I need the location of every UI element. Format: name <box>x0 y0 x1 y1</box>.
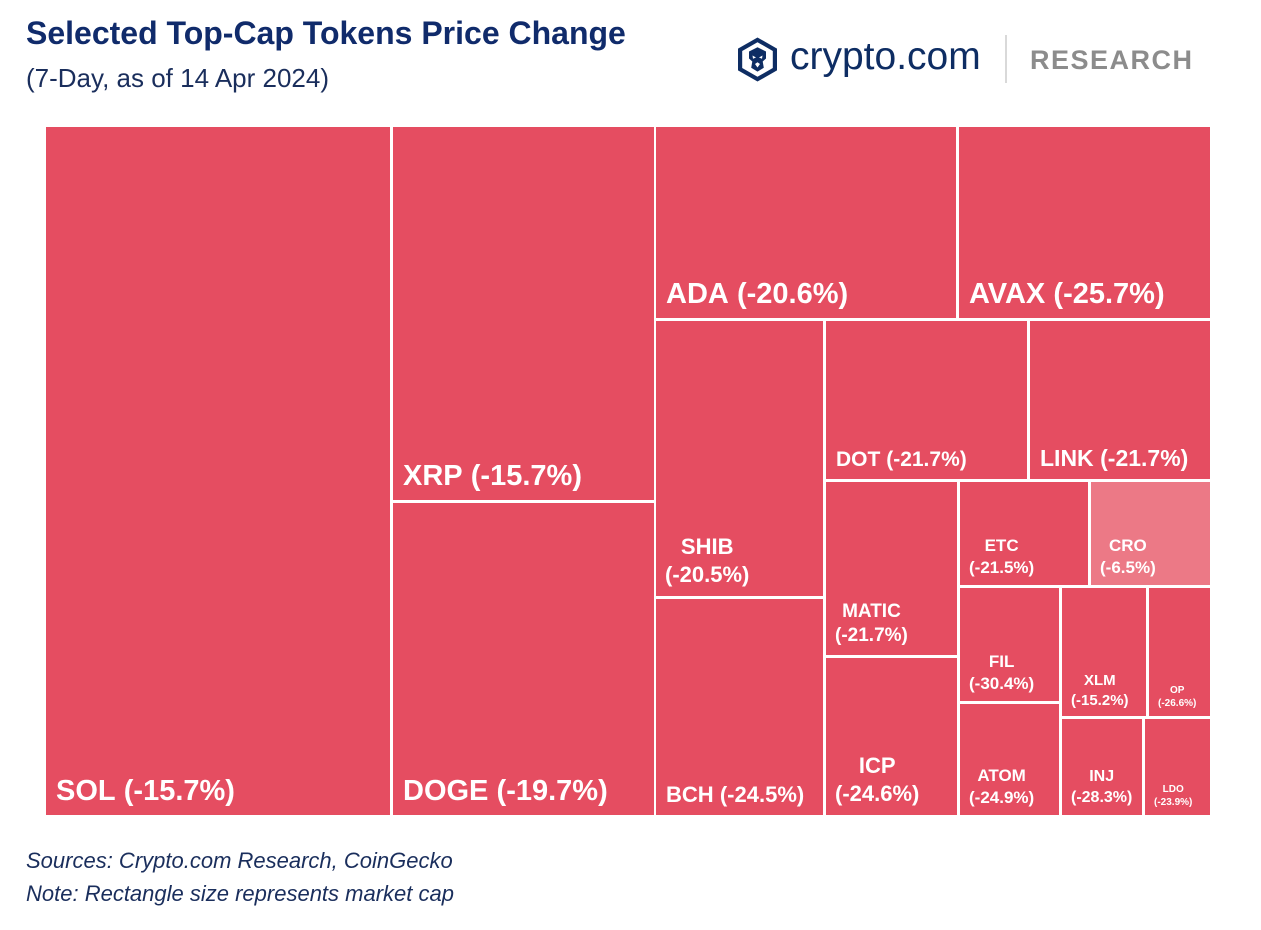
tile-label: OP-26.6 <box>1158 684 1196 710</box>
brand-division: RESEARCH <box>1030 45 1194 75</box>
tile-op: OP-26.6 <box>1149 588 1210 716</box>
tile-ada: ADA-20.6 <box>656 127 956 318</box>
tile-label: XRP-15.7 <box>403 460 582 492</box>
tile-cro: CRO-6.5 <box>1091 482 1210 585</box>
tile-label: FIL-30.4 <box>969 651 1034 695</box>
tile-label: MATIC-21.7 <box>835 600 908 649</box>
tile-symbol: SOL <box>56 775 116 807</box>
tile-symbol: SHIB <box>680 533 734 559</box>
brand-name: crypto.com <box>790 35 981 78</box>
tile-label: LINK-21.7 <box>1040 445 1188 471</box>
tile-inj: INJ -28.3 <box>1062 719 1142 815</box>
tile-price-change: -21.7 <box>1100 445 1188 471</box>
tile-price-change: -20.5 <box>665 561 749 590</box>
tile-price-change: -30.4 <box>969 673 1034 695</box>
tile-price-change: -24.5 <box>720 782 804 807</box>
tile-price-change: -19.7 <box>497 775 608 807</box>
tile-price-change: -6.5 <box>1100 557 1156 579</box>
crypto-com-lion-logo-icon <box>738 37 777 82</box>
tile-label: DOT-21.7 <box>836 448 967 471</box>
chart-title: Selected Top-Cap Tokens Price Change <box>26 15 626 51</box>
tile-symbol: ATOM <box>977 765 1026 785</box>
treemap: SOL-15.7XRP-15.7DOGE-19.7ADA-20.6AVAX-25… <box>46 127 1210 815</box>
tile-price-change: -15.7 <box>124 775 235 807</box>
tile-price-change: -26.6 <box>1158 697 1196 710</box>
tile-label: ADA-20.6 <box>666 278 848 310</box>
tile-label: ICP-24.6 <box>835 752 919 809</box>
tile-bch: BCH-24.5 <box>656 599 823 815</box>
tile-symbol: DOT <box>836 448 881 471</box>
tile-symbol: DOGE <box>403 775 489 807</box>
tile-symbol: LDO <box>1162 784 1184 795</box>
footer-sources: Sources: Crypto.com Research, CoinGecko <box>26 848 453 873</box>
tile-shib: SHIB-20.5 <box>656 321 823 596</box>
tile-label: SHIB-20.5 <box>665 533 749 590</box>
tile-label: AVAX-25.7 <box>969 278 1165 310</box>
tile-symbol: INJ <box>1089 768 1115 786</box>
tile-xrp: XRP-15.7 <box>393 127 654 500</box>
tile-ldo: LDO-23.9 <box>1145 719 1210 815</box>
tile-label: BCH-24.5 <box>666 782 804 807</box>
tile-price-change: -20.6 <box>737 278 848 310</box>
tile-sol: SOL-15.7 <box>46 127 390 815</box>
chart-subtitle: (7-Day, as of 14 Apr 2024) <box>26 63 330 93</box>
tile-symbol: AVAX <box>969 278 1046 310</box>
tile-doge: DOGE-19.7 <box>393 503 654 815</box>
tile-symbol: XLM <box>1083 672 1116 689</box>
tile-price-change: -23.9 <box>1154 796 1192 809</box>
brand-divider <box>1005 35 1007 83</box>
tile-label: ATOM-24.9 <box>969 765 1034 809</box>
tile-matic: MATIC-21.7 <box>826 482 957 655</box>
tile-etc: ETC-21.5 <box>960 482 1088 585</box>
tile-fil: FIL-30.4 <box>960 588 1059 701</box>
tile-symbol: ADA <box>666 278 729 310</box>
tile-price-change: -21.7 <box>835 624 908 649</box>
tile-label: XLM -15.2 <box>1071 671 1129 710</box>
tile-symbol: MATIC <box>842 600 901 622</box>
tile-symbol: ETC <box>984 535 1019 555</box>
tile-label: CRO-6.5 <box>1100 535 1156 579</box>
tile-price-change: -25.7 <box>1053 278 1164 310</box>
tile-icp: ICP-24.6 <box>826 658 957 815</box>
tile-price-change: -21.7 <box>886 448 967 471</box>
tile-price-change: -24.6 <box>835 780 919 809</box>
tile-dot: DOT-21.7 <box>826 321 1027 479</box>
footer-note: Note: Rectangle size represents market c… <box>26 881 454 906</box>
tile-price-change: -28.3 <box>1071 788 1132 809</box>
tile-xlm: XLM -15.2 <box>1062 588 1146 716</box>
tile-price-change: -24.9 <box>969 787 1034 809</box>
tile-price-change: -15.2 <box>1071 691 1129 711</box>
tile-label: ETC-21.5 <box>969 535 1034 579</box>
tile-label: SOL-15.7 <box>56 775 235 807</box>
tile-symbol: XRP <box>403 460 463 492</box>
tile-atom: ATOM-24.9 <box>960 704 1059 815</box>
tile-label: INJ -28.3 <box>1071 767 1132 809</box>
tile-symbol: FIL <box>988 651 1015 671</box>
tile-symbol: OP <box>1169 685 1185 696</box>
tile-symbol: BCH <box>666 782 714 807</box>
tile-label: LDO-23.9 <box>1154 783 1192 809</box>
tile-price-change: -15.7 <box>471 460 582 492</box>
tile-symbol: CRO <box>1108 535 1147 555</box>
tile-avax: AVAX-25.7 <box>959 127 1210 318</box>
tile-symbol: ICP <box>858 752 896 778</box>
tile-symbol: LINK <box>1040 445 1094 471</box>
tile-price-change: -21.5 <box>969 557 1034 579</box>
tile-link: LINK-21.7 <box>1030 321 1210 479</box>
tile-label: DOGE-19.7 <box>403 775 608 807</box>
